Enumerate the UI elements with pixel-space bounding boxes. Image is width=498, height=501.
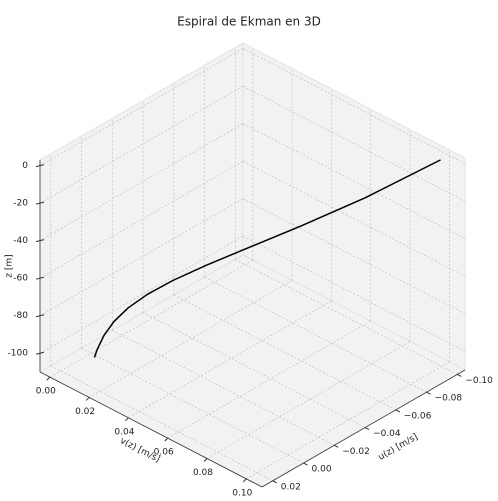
z-tick-label: -60 (13, 274, 28, 284)
grid-line (39, 198, 244, 316)
tick-mark (303, 462, 308, 466)
x-tick-label: −0.02 (342, 447, 370, 457)
grid-line (242, 85, 466, 202)
y-axis (39, 371, 263, 488)
grid-line (88, 280, 293, 398)
z-tick-label: -80 (13, 311, 28, 321)
grid-line (242, 160, 466, 277)
grid-line (39, 235, 244, 354)
tick-mark (46, 376, 51, 381)
chart-title: Espiral de Ekman en 3D (177, 15, 321, 29)
grid-line (142, 312, 366, 428)
grid-line (206, 341, 411, 459)
grid-line (173, 294, 396, 411)
grid-line (49, 259, 253, 378)
x-tick-label: −0.08 (435, 394, 463, 404)
grid-line (39, 48, 244, 166)
grid-line (39, 123, 244, 241)
tick-mark (85, 397, 90, 401)
z-tick-label: 0 (22, 161, 28, 171)
tick-mark (272, 480, 277, 484)
grid-line (112, 330, 335, 446)
z-tick-label: -20 (13, 199, 28, 209)
x-tick-label: 0.00 (312, 465, 332, 475)
grid-line (242, 235, 466, 352)
grid-line (242, 48, 466, 164)
tick-mark (203, 458, 208, 462)
y-tick-label: 0.06 (154, 448, 174, 458)
z-tick-label: -40 (13, 236, 28, 246)
tick-mark (457, 373, 462, 377)
x-tick-label: −0.10 (465, 376, 493, 386)
grid-line (50, 365, 273, 482)
y-tick-label: 0.04 (114, 427, 134, 437)
grid-line (128, 300, 332, 419)
grid-line (81, 347, 304, 464)
grid-line (167, 320, 371, 439)
grid-line (246, 361, 450, 480)
tick-mark (395, 409, 401, 413)
x-tick-label: −0.06 (404, 411, 432, 421)
y-tick-label: 0.10 (232, 488, 252, 497)
grid-line (39, 85, 244, 204)
z-tick-label: -100 (8, 349, 29, 359)
grid-line (242, 198, 466, 314)
tick-mark (364, 427, 370, 431)
y-tick-label: 0.02 (75, 407, 95, 417)
tick-mark (426, 391, 431, 395)
y-tick-label: 0.08 (193, 468, 213, 478)
z-axis-label: z [m] (5, 254, 15, 277)
grid-line (242, 123, 466, 239)
y-tick-label: 0.00 (36, 387, 56, 397)
tick-mark (334, 444, 339, 448)
grid-line (39, 160, 244, 279)
tick-mark (125, 417, 129, 422)
tick-mark (164, 437, 169, 442)
x-tick-label: −0.04 (373, 429, 401, 439)
tick-mark (242, 478, 247, 483)
grid-line (204, 276, 427, 393)
x-axis (261, 369, 466, 488)
grid-line (235, 259, 458, 375)
data-line (93, 159, 441, 358)
x-tick-label: 0.02 (281, 482, 301, 492)
